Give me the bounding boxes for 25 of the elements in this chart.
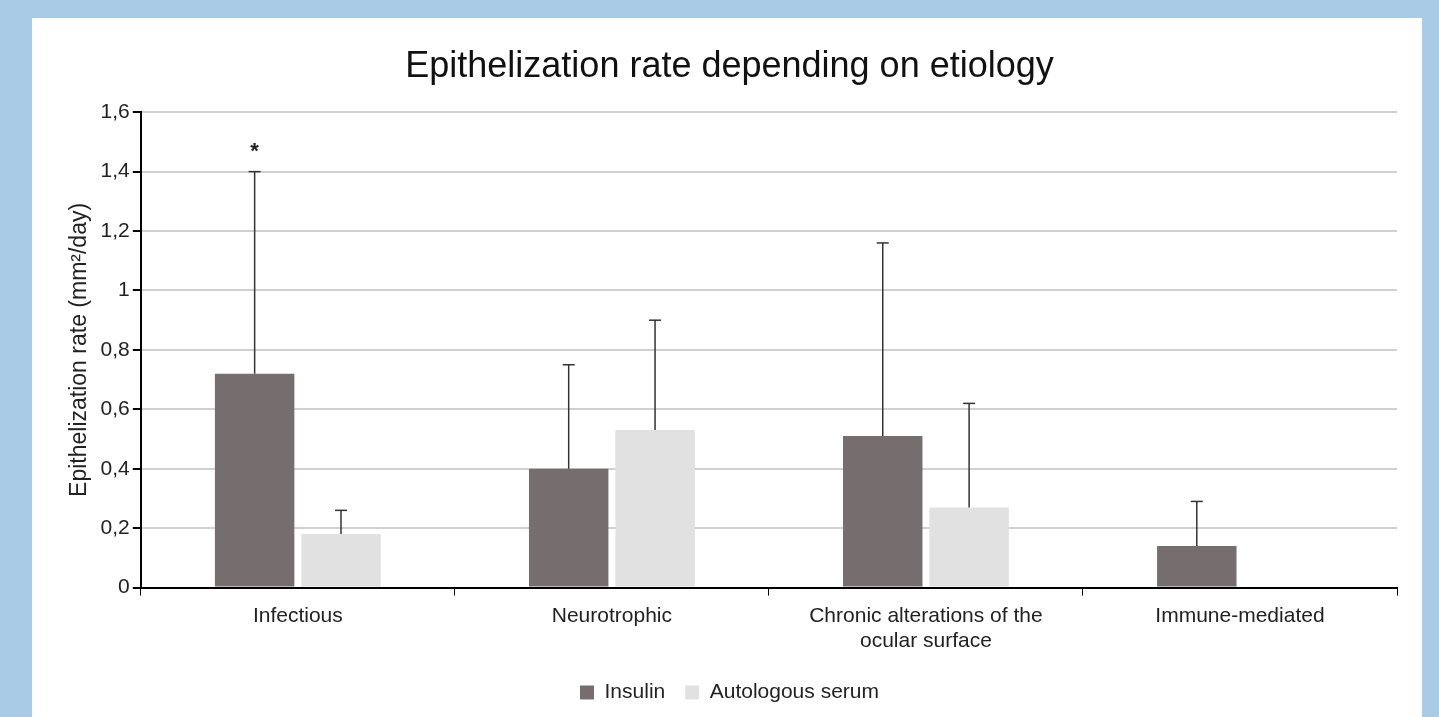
y-tick-label: 1,2 xyxy=(100,217,130,241)
y-tick-label: 1,4 xyxy=(100,158,131,182)
bar xyxy=(528,468,609,587)
bar xyxy=(615,430,695,587)
bar xyxy=(843,436,923,587)
x-tick-label: Neurotrophic xyxy=(551,603,672,626)
legend-label: Autologous serum xyxy=(709,679,879,703)
y-axis-title: Epithelization rate (mm²/day) xyxy=(65,202,92,497)
annotation: * xyxy=(250,138,260,164)
chart-title: Epithelization rate depending on etiology xyxy=(405,43,1054,85)
y-tick-label: 0,2 xyxy=(100,514,130,538)
y-tick-label: 0,8 xyxy=(100,336,130,360)
y-tick-label: 0 xyxy=(118,574,130,598)
y-tick-label: 1,6 xyxy=(100,99,130,122)
bar xyxy=(1157,546,1237,587)
y-tick-label: 0,4 xyxy=(100,455,131,479)
bar xyxy=(301,534,381,587)
bar xyxy=(929,507,1009,587)
bar xyxy=(214,373,295,587)
y-tick-label: 1 xyxy=(118,277,130,301)
x-tick-label: Infectious xyxy=(252,603,343,626)
y-tick-label: 0,6 xyxy=(100,396,130,420)
x-tick-label: Chronic alterations of the ocular surface xyxy=(809,603,1043,652)
legend-label: Insulin xyxy=(604,679,666,703)
x-tick-label: Immune-mediated xyxy=(1155,603,1325,626)
